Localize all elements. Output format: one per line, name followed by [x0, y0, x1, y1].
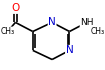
Text: N: N [66, 45, 73, 55]
Text: CH₃: CH₃ [1, 27, 15, 36]
Text: CH₃: CH₃ [90, 27, 105, 36]
Text: NH: NH [80, 18, 94, 27]
Text: O: O [11, 3, 20, 13]
Text: N: N [48, 17, 56, 27]
